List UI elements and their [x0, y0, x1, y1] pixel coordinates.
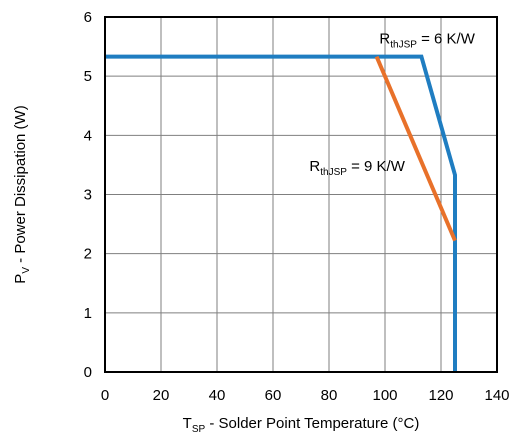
y-tick-label: 6	[84, 9, 92, 26]
series-line-2	[374, 55, 457, 242]
y-tick-label: 1	[84, 305, 92, 322]
series-lines	[105, 54, 457, 372]
y-tick-label: 0	[84, 364, 92, 381]
plot-frame	[104, 16, 498, 373]
x-tick-label: 80	[321, 387, 338, 404]
y-tick-label: 2	[84, 246, 92, 263]
x-tick-label: 20	[153, 387, 170, 404]
series-annotation-1: RthJSP = 6 K/W	[379, 31, 475, 51]
x-tick-label: 0	[101, 387, 109, 404]
grid	[104, 16, 498, 373]
y-tick-label: 3	[84, 187, 92, 204]
x-tick-label: 140	[484, 387, 509, 404]
y-tick-labels: 0 1 2 3 4 5 6	[84, 9, 92, 381]
x-tick-label: 40	[209, 387, 226, 404]
annotations: RthJSP = 6 K/W RthJSP = 9 K/W	[309, 31, 475, 178]
y-axis-title: PV - Power Dissipation (W)	[12, 105, 32, 283]
x-tick-label: 120	[428, 387, 453, 404]
y-tick-label: 5	[84, 68, 92, 85]
series-annotation-2: RthJSP = 9 K/W	[309, 158, 405, 178]
x-tick-labels: 0 20 40 60 80 100 120 140	[101, 387, 510, 404]
x-tick-label: 60	[265, 387, 282, 404]
x-axis-title: TSP - Solder Point Temperature (°C)	[183, 415, 420, 435]
x-tick-label: 100	[372, 387, 397, 404]
series-line-1	[105, 54, 457, 372]
y-tick-label: 4	[84, 127, 92, 144]
